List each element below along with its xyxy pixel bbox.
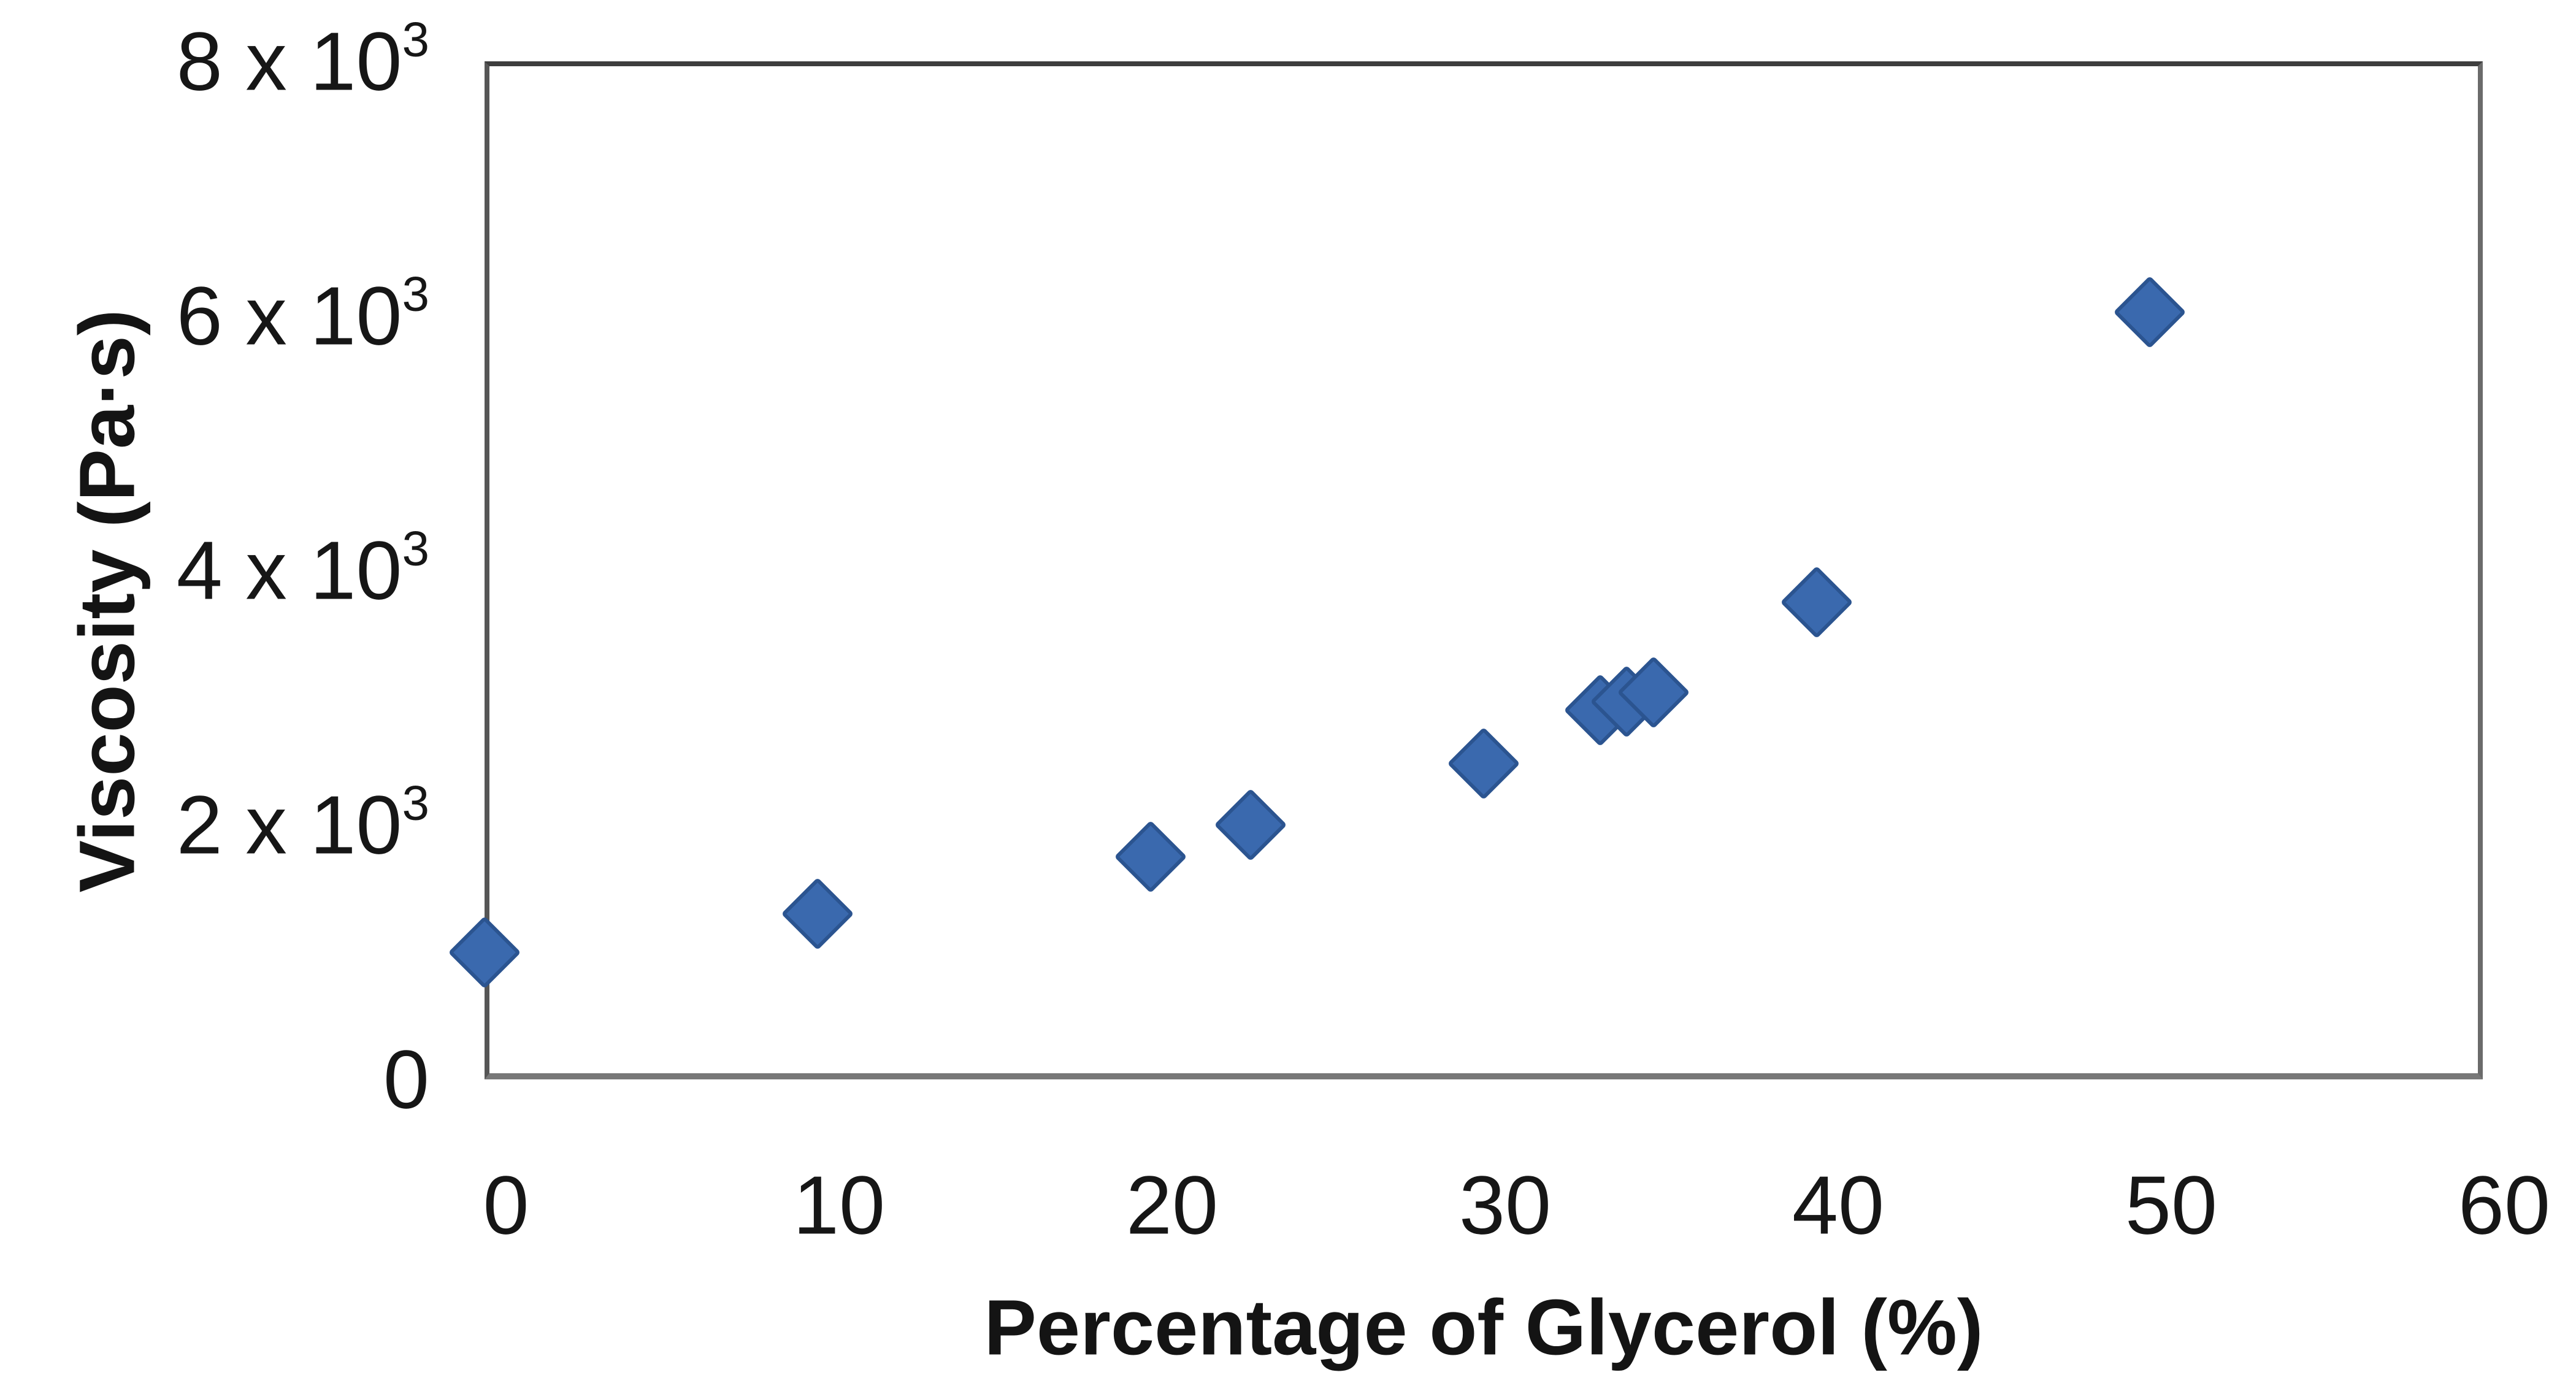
y-tick-label: 2 x 103 [61,778,429,867]
y-tick-label: 6 x 103 [61,269,429,358]
y-tick-label: 4 x 103 [61,524,429,612]
x-tick-label: 20 [1125,1158,1219,1252]
y-tick-mantissa: 8 x 10 [176,15,402,108]
y-tick-mantissa: 6 x 10 [176,269,402,362]
plot-area [485,61,2483,1079]
y-tick-label: 0 [61,1038,429,1121]
x-tick-label: 0 [483,1158,529,1252]
x-tick-label: 10 [792,1158,886,1252]
x-tick-label: 40 [1792,1158,1885,1252]
y-tick-label: 8 x 103 [61,15,429,103]
y-tick-mantissa: 4 x 10 [176,524,402,617]
x-tick-label: 50 [2125,1158,2218,1252]
x-tick-label: 60 [2458,1158,2551,1252]
y-tick-exponent: 3 [402,521,430,576]
y-tick-exponent: 3 [402,775,430,830]
x-axis-title: Percentage of Glycerol (%) [984,1284,1984,1372]
y-tick-mantissa: 2 x 10 [176,778,402,871]
y-tick-exponent: 3 [402,12,430,67]
y-tick-mantissa: 0 [383,1033,429,1126]
y-tick-exponent: 3 [402,266,430,321]
x-tick-label: 30 [1459,1158,1552,1252]
y-axis-title: Viscosity (Pa·s) [63,309,151,893]
